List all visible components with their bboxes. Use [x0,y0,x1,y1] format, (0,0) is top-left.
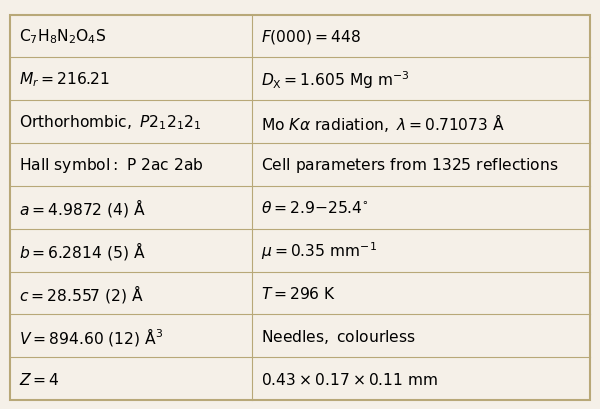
Text: $\mathrm{C_7H_8N_2O_4S}$: $\mathrm{C_7H_8N_2O_4S}$ [19,27,107,46]
Text: $\mathrm{Cell\ parameters\ from\ 1325\ reflections}$: $\mathrm{Cell\ parameters\ from\ 1325\ r… [262,155,559,175]
Text: $D_{\mathrm{X}} = 1.605\ \mathrm{Mg\ m}^{-3}$: $D_{\mathrm{X}} = 1.605\ \mathrm{Mg\ m}^… [262,69,410,90]
Text: $\mathrm{Mo\ }K\alpha\mathrm{\ radiation,\ }\lambda = 0.71073\ \mathrm{\AA}$: $\mathrm{Mo\ }K\alpha\mathrm{\ radiation… [262,111,506,133]
Text: $\mu = 0.35\ \mathrm{mm}^{-1}$: $\mu = 0.35\ \mathrm{mm}^{-1}$ [262,240,377,261]
Text: $\theta = 2.9\mathrm{-}25.4^{\circ}$: $\theta = 2.9\mathrm{-}25.4^{\circ}$ [262,200,370,216]
Text: $T = 296\ \mathrm{K}$: $T = 296\ \mathrm{K}$ [262,285,337,301]
Text: $\mathrm{Hall\ symbol:\ P\ 2ac\ 2ab}$: $\mathrm{Hall\ symbol:\ P\ 2ac\ 2ab}$ [19,155,204,175]
Text: $Z = 4$: $Z = 4$ [19,371,60,387]
Text: $a = 4.9872\ (4)\ \mathrm{\AA}$: $a = 4.9872\ (4)\ \mathrm{\AA}$ [19,197,146,219]
Text: $F(000) = 448$: $F(000) = 448$ [262,28,362,46]
Text: $\mathrm{Needles,\ colourless}$: $\mathrm{Needles,\ colourless}$ [262,327,416,345]
Text: $\mathrm{Orthorhombic,\ }P2_12_12_1$: $\mathrm{Orthorhombic,\ }P2_12_12_1$ [19,113,202,132]
Text: $c = 28.557\ (2)\ \mathrm{\AA}$: $c = 28.557\ (2)\ \mathrm{\AA}$ [19,282,145,304]
Text: $b = 6.2814\ (5)\ \mathrm{\AA}$: $b = 6.2814\ (5)\ \mathrm{\AA}$ [19,240,146,261]
Text: $V = 894.60\ (12)\ \mathrm{\AA}^3$: $V = 894.60\ (12)\ \mathrm{\AA}^3$ [19,325,164,347]
Text: $M_r = 216.21$: $M_r = 216.21$ [19,70,110,89]
Text: $0.43 \times 0.17 \times 0.11\ \mathrm{mm}$: $0.43 \times 0.17 \times 0.11\ \mathrm{m… [262,371,439,387]
